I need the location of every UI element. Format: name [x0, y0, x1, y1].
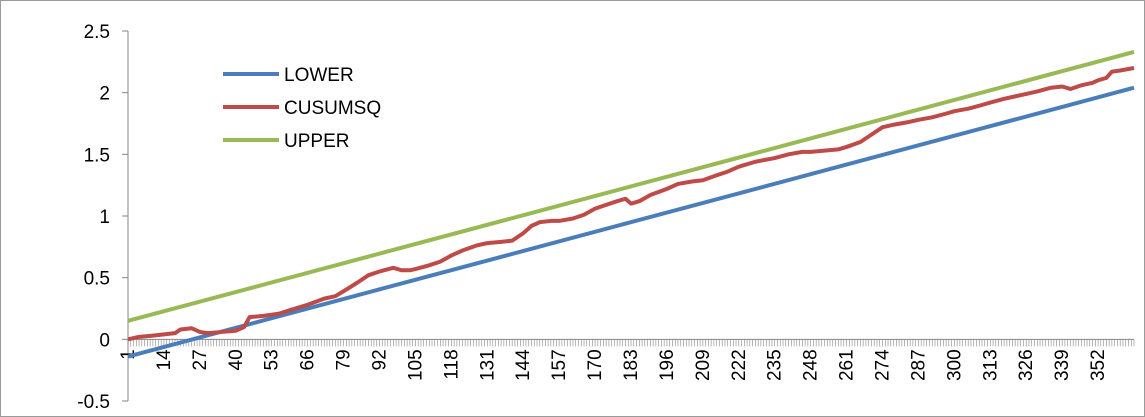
y-tick-label: -0.5	[77, 392, 110, 413]
legend-label-upper: UPPER	[284, 131, 349, 152]
x-tick-label: 53	[262, 349, 283, 370]
y-tick-label: 1	[99, 207, 110, 228]
x-tick-label: 183	[621, 349, 642, 381]
legend-label-lower: LOWER	[284, 65, 354, 86]
y-tick-label: 2.5	[84, 22, 110, 43]
x-tick-label: 352	[1088, 349, 1109, 381]
series-layer	[127, 50, 1135, 359]
x-tick-label: 92	[370, 349, 391, 370]
x-tick-label: 326	[1016, 349, 1037, 381]
x-tick-label: 300	[944, 349, 965, 381]
x-tick-label: 313	[980, 349, 1001, 381]
x-tick-label: 40	[226, 349, 247, 370]
series-line-upper	[127, 50, 1135, 323]
x-tick-label: 144	[513, 349, 534, 381]
x-tick-label: 79	[334, 349, 355, 370]
legend: LOWER CUSUMSQ UPPER	[223, 65, 381, 152]
x-tick-label: 209	[693, 349, 714, 381]
x-tick-label: 170	[585, 349, 606, 381]
x-tick-label: 27	[190, 349, 211, 370]
x-tick-label: 287	[908, 349, 929, 381]
x-minor-ticks	[127, 339, 1135, 347]
x-tick-label: 157	[549, 349, 570, 381]
x-tick-label: 196	[657, 349, 678, 381]
legend-label-cusumsq: CUSUMSQ	[284, 98, 381, 119]
x-tick-label: 235	[765, 349, 786, 381]
x-tick-label: 274	[873, 349, 894, 381]
y-tick-label: 1.5	[84, 145, 110, 166]
x-tick-label: 248	[801, 349, 822, 381]
x-tick-label: 66	[298, 349, 319, 370]
x-tick-label: 261	[837, 349, 858, 381]
x-tick-label: 339	[1052, 349, 1073, 381]
y-tick-label: 0	[99, 330, 110, 351]
x-tick-label: 118	[441, 349, 462, 379]
y-tick-label: 2	[99, 84, 110, 105]
x-tick-label: 105	[405, 349, 426, 381]
plot-area: -0.500.511.522.51 14 27 40 53 66 79 92 105 118 131…	[77, 22, 1135, 413]
y-tick-label: 0.5	[84, 269, 110, 290]
series-line-cusumsq	[127, 66, 1135, 342]
x-tick-label: 131	[477, 349, 498, 381]
x-tick-label: 222	[729, 349, 750, 381]
series-line-lower	[127, 85, 1135, 359]
x-tick-label: 14	[154, 349, 175, 371]
